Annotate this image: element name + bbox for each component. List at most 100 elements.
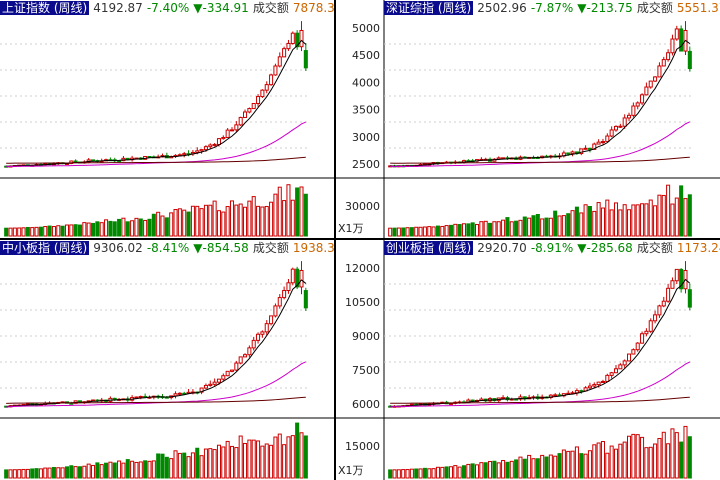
candle-body [670,280,675,289]
zxb-index-panel[interactable]: 中小板指 (周线)9306.02-8.41%▼-854.58成交额1938.38… [0,240,334,480]
volume-bar [522,216,527,237]
volume-bar [683,425,688,479]
moving-average-line [390,361,691,408]
cyb-pct: -8.91% [530,241,574,255]
volume-bar [531,215,536,237]
candle-body [243,111,248,118]
volume-bar [8,469,13,479]
zxb-change: ▼-854.58 [193,241,249,255]
volume-bar [514,220,519,237]
volume-bar [409,227,414,237]
volume-bar [422,467,427,479]
candle-body [251,339,256,349]
zxb-pct: -8.41% [146,241,190,255]
volume-bar [653,205,658,237]
volume-bar [199,455,204,479]
volume-bar [156,453,161,479]
candle-body [627,353,632,362]
moving-average-line [6,279,307,408]
volume-bar [190,205,195,237]
volume-bar [243,206,248,237]
volume-bar [299,186,304,237]
volume-bar [169,212,174,237]
volume-bar [186,211,191,237]
volume-bar [238,203,243,237]
candle-body [609,129,614,137]
candle-body [225,370,230,377]
volume-bar [56,225,61,237]
volume-bar [470,463,475,479]
volume-bar [483,462,488,479]
volume-bar [38,468,43,479]
volume-bar [82,465,87,479]
volume-bar [82,222,87,237]
candle-body [273,65,278,76]
volume-bar [505,217,510,237]
candle-body [273,305,278,317]
volume-bar [600,207,605,237]
volume-bar [431,468,436,479]
volume-bar [461,465,467,479]
volume-bar [448,466,453,479]
cyb-volume-label: 成交额 [636,241,673,255]
candle-body [260,331,265,335]
volume-bar [479,462,484,479]
volume-bar [234,204,239,237]
sh-index-panel[interactable]: 上证指数 (周线)4192.87-7.40%▼-334.91成交额7878.35… [0,0,334,238]
volume-bar [47,225,52,237]
volume-bar [492,460,497,479]
candle-body [613,125,619,131]
volume-bar [388,227,393,237]
volume-bar [396,469,401,479]
volume-bar [34,468,39,479]
candle-body [644,86,649,96]
volume-bar [544,217,549,237]
cyb-change: ▼-285.68 [577,241,633,255]
volume-bar [409,468,414,479]
volume-bar [260,206,265,237]
zxb-volume-value: 1938.3806亿 [292,241,334,255]
volume-bar [496,221,501,237]
volume-bar [401,469,406,479]
volume-bar [540,454,545,479]
volume-bar [440,225,445,237]
volume-bar [12,469,17,479]
candle-body [212,143,217,146]
volume-bar [522,458,527,479]
candle-body [286,282,291,292]
volume-bar [104,219,109,237]
candle-body [134,396,139,399]
volume-bar [221,211,226,237]
candle-body [256,96,261,104]
candle-body [290,32,295,44]
volume-bar [579,212,584,237]
volume-bar [251,196,256,237]
volume-bar [518,219,523,237]
zxb-header: 中小板指 (周线)9306.02-8.41%▼-854.58成交额1938.38… [0,240,334,256]
volume-bar [269,201,274,237]
volume-bar [51,467,56,479]
volume-bar [557,453,562,479]
volume-bar [225,440,230,479]
candle-body [666,287,671,302]
volume-bar [164,217,169,237]
volume-bar [574,446,579,479]
y-axis-tick-label: 7500 [352,364,380,377]
volume-bar [587,206,592,237]
volume-bar [143,219,148,237]
candle-body [679,28,684,52]
candle-body [653,314,658,322]
candle-body [687,289,692,308]
sh-volume-label: 成交额 [252,1,289,15]
sz-index-panel[interactable]: 5000 4500 4000 3500 3000 2500 30000 X1万 深证综指 (周… [336,0,720,238]
candle-body [579,390,584,393]
volume-bar [117,218,122,237]
volume-bar [221,446,226,479]
cyb-index-panel[interactable]: 12000 10500 9000 7500 6000 15000 X1万 创业板指 (周线)… [336,240,720,480]
volume-bar [21,468,26,479]
candle-body [69,402,74,405]
sz-price: 2502.96 [477,1,527,15]
volume-bar [574,206,579,237]
volume-bar [648,446,653,479]
candle-body [264,84,269,91]
